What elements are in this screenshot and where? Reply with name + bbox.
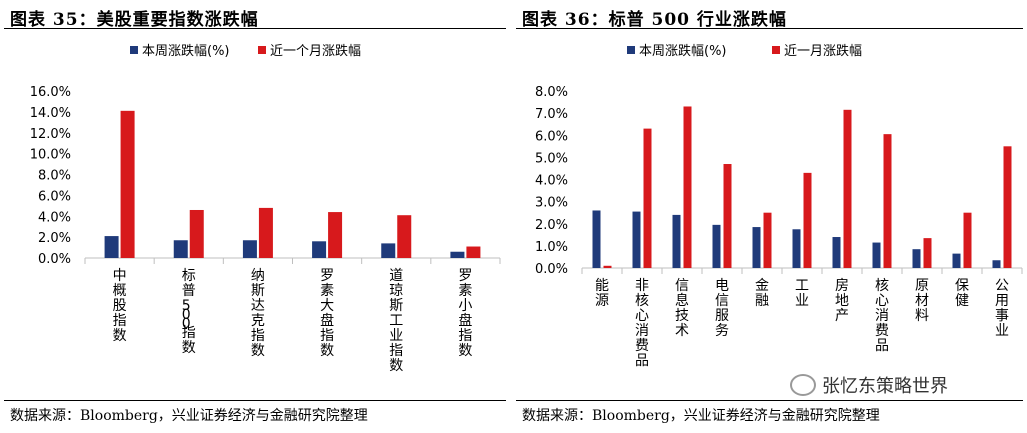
bar-monthly bbox=[923, 238, 932, 268]
bar-monthly bbox=[1003, 146, 1012, 268]
y-tick-label: 6.0% bbox=[38, 189, 71, 204]
x-category-label: 房地产 bbox=[835, 278, 849, 324]
bar-weekly bbox=[712, 224, 721, 268]
bar-weekly bbox=[672, 214, 681, 268]
bar-weekly bbox=[792, 229, 801, 268]
x-category-label: 纳斯达克指数 bbox=[251, 268, 265, 359]
bar-monthly bbox=[328, 212, 343, 258]
y-tick-label: 8.0% bbox=[38, 169, 71, 184]
bar-monthly bbox=[258, 207, 273, 258]
bar-monthly bbox=[603, 265, 612, 268]
y-tick-label: 4.0% bbox=[38, 210, 71, 225]
bar-weekly bbox=[592, 210, 601, 268]
bar-weekly bbox=[912, 249, 921, 268]
bar-weekly bbox=[872, 242, 881, 268]
x-category-label: 标普 5 0 0 指数 bbox=[182, 268, 196, 356]
source-rule bbox=[4, 400, 506, 401]
legend-swatch-1 bbox=[772, 46, 780, 54]
bar-monthly bbox=[397, 215, 412, 258]
wechat-icon bbox=[790, 374, 816, 396]
y-tick-label: 10.0% bbox=[30, 148, 71, 163]
source-rule bbox=[516, 400, 1023, 401]
x-category-label: 非核心消费品 bbox=[635, 278, 649, 369]
bar-monthly bbox=[963, 212, 972, 268]
y-tick-label: 12.0% bbox=[30, 127, 71, 142]
y-tick-label: 3.0% bbox=[535, 196, 568, 211]
x-category-label: 信息技术 bbox=[675, 278, 689, 339]
x-category-label: 中概股指数 bbox=[113, 268, 127, 344]
x-category-label: 道琼斯工业指数 bbox=[389, 268, 403, 374]
chart-panel-sp500-sectors: 图表 36：标普 500 行业涨跌幅 本周涨跌幅(%) 近一月涨跌幅 0.0% 1.0… bbox=[512, 0, 1027, 433]
x-category-label: 罗素小盘指数 bbox=[458, 268, 472, 359]
bar-weekly bbox=[752, 227, 761, 268]
bar-weekly bbox=[104, 236, 119, 258]
title-rule bbox=[4, 28, 506, 29]
bar-monthly bbox=[883, 134, 892, 268]
bar-weekly bbox=[832, 237, 841, 268]
chart-title: 图表 36：标普 500 行业涨跌幅 bbox=[522, 10, 787, 30]
sp500-sectors-chart: 本周涨跌幅(%) 近一月涨跌幅 0.0% 1.0% 2.0% 3.0% 4.0% 5.0% 6.… bbox=[535, 43, 1023, 369]
chart-panel-us-indices: 图表 35：美股重要指数涨跌幅 本周涨跌幅(%) 近一个月涨跌幅 0.0% 2.0% 4… bbox=[0, 0, 510, 433]
bar-monthly bbox=[466, 246, 481, 258]
bar-weekly bbox=[992, 260, 1001, 268]
bar-weekly bbox=[450, 251, 465, 258]
legend-label-1: 近一月涨跌幅 bbox=[784, 43, 862, 59]
bar-weekly bbox=[173, 240, 188, 258]
x-category-label: 公用事业 bbox=[995, 278, 1009, 339]
legend-swatch-0 bbox=[130, 46, 138, 54]
bar-weekly bbox=[312, 241, 327, 258]
bar-weekly bbox=[632, 211, 641, 268]
y-tick-label: 4.0% bbox=[535, 174, 568, 189]
legend-swatch-1 bbox=[258, 46, 266, 54]
source-note: 数据来源：Bloomberg，兴业证券经济与金融研究院整理 bbox=[522, 408, 880, 424]
bar-monthly bbox=[803, 172, 812, 268]
bar-monthly bbox=[643, 128, 652, 268]
legend-label-0: 本周涨跌幅(%) bbox=[142, 43, 230, 59]
x-category-label: 核心消费品 bbox=[875, 278, 889, 354]
legend-label-1: 近一个月涨跌幅 bbox=[270, 43, 361, 59]
x-category-label: 罗素大盘指数 bbox=[320, 268, 334, 359]
x-category-label: 电信服务 bbox=[715, 278, 729, 339]
bar-monthly bbox=[723, 164, 732, 268]
bar-monthly bbox=[189, 209, 204, 258]
watermark-text: 张忆东策略世界 bbox=[822, 376, 948, 397]
x-category-label: 保健 bbox=[955, 278, 969, 309]
x-category-label: 工业 bbox=[795, 278, 809, 309]
x-category-label: 金融 bbox=[755, 278, 769, 309]
bar-weekly bbox=[381, 243, 396, 258]
legend-swatch-0 bbox=[627, 46, 635, 54]
watermark: 张忆东策略世界 bbox=[790, 372, 948, 398]
bar-monthly bbox=[763, 212, 772, 268]
x-category-label: 能源 bbox=[595, 278, 609, 309]
us-indices-chart: 本周涨跌幅(%) 近一个月涨跌幅 0.0% 2.0% 4.0% 6.0% 8.0% 10.0%… bbox=[30, 43, 501, 374]
y-tick-label: 0.0% bbox=[535, 262, 568, 277]
y-tick-label: 7.0% bbox=[535, 107, 568, 122]
source-note: 数据来源：Bloomberg，兴业证券经济与金融研究院整理 bbox=[10, 408, 368, 424]
bar-monthly bbox=[683, 106, 692, 268]
bar-monthly bbox=[120, 110, 135, 258]
title-rule bbox=[516, 28, 1023, 29]
y-tick-label: 6.0% bbox=[535, 129, 568, 144]
bar-weekly bbox=[242, 240, 257, 258]
y-tick-label: 8.0% bbox=[535, 85, 568, 100]
y-tick-label: 16.0% bbox=[30, 85, 71, 100]
legend-label-0: 本周涨跌幅(%) bbox=[639, 43, 727, 59]
x-category-label: 原材料 bbox=[915, 278, 929, 324]
chart-title: 图表 35：美股重要指数涨跌幅 bbox=[10, 10, 259, 30]
bar-monthly bbox=[843, 109, 852, 269]
y-tick-label: 5.0% bbox=[535, 151, 568, 166]
y-tick-label: 1.0% bbox=[535, 240, 568, 255]
y-tick-label: 0.0% bbox=[38, 252, 71, 267]
bar-weekly bbox=[952, 253, 961, 268]
y-tick-label: 14.0% bbox=[30, 106, 71, 121]
y-tick-label: 2.0% bbox=[38, 231, 71, 246]
y-tick-label: 2.0% bbox=[535, 218, 568, 233]
